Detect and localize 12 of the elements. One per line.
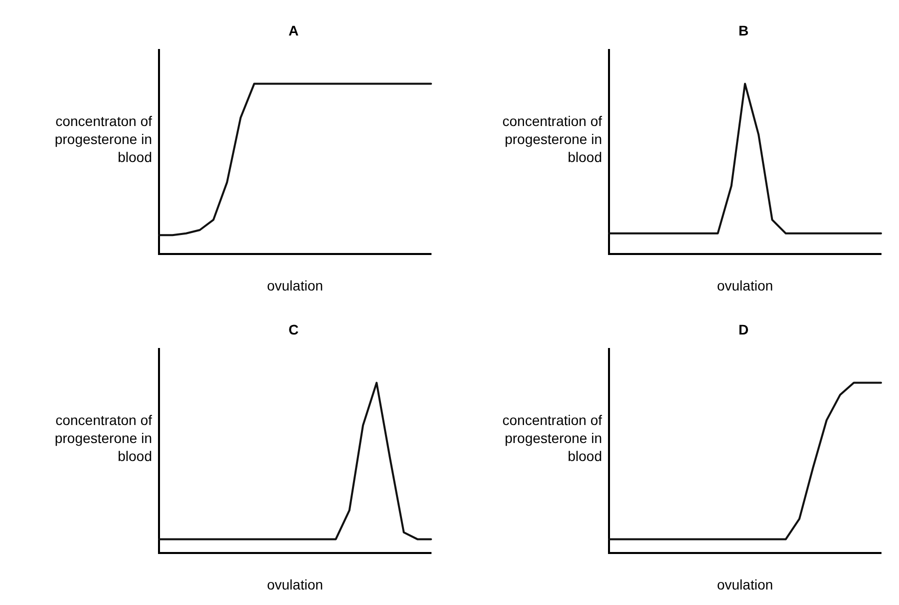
x-axis-title: ovulation [716,576,774,592]
y-axis-title: concentration of progesterone in blood [501,410,603,464]
chart-title: B [738,22,749,38]
y-axis-title: concentraton of progesterone in blood [54,410,153,464]
y-axis-title: concentration of progesterone in blood [501,112,603,166]
x-axis-title: ovulation [266,576,324,592]
y-axis-title: concentraton of progesterone in blood [54,112,153,166]
chart-title: D [738,320,749,337]
chart-title: C [288,320,299,337]
x-axis-title: ovulation [716,276,774,293]
x-axis-title: ovulation [266,276,324,293]
chart-title: A [288,22,299,38]
